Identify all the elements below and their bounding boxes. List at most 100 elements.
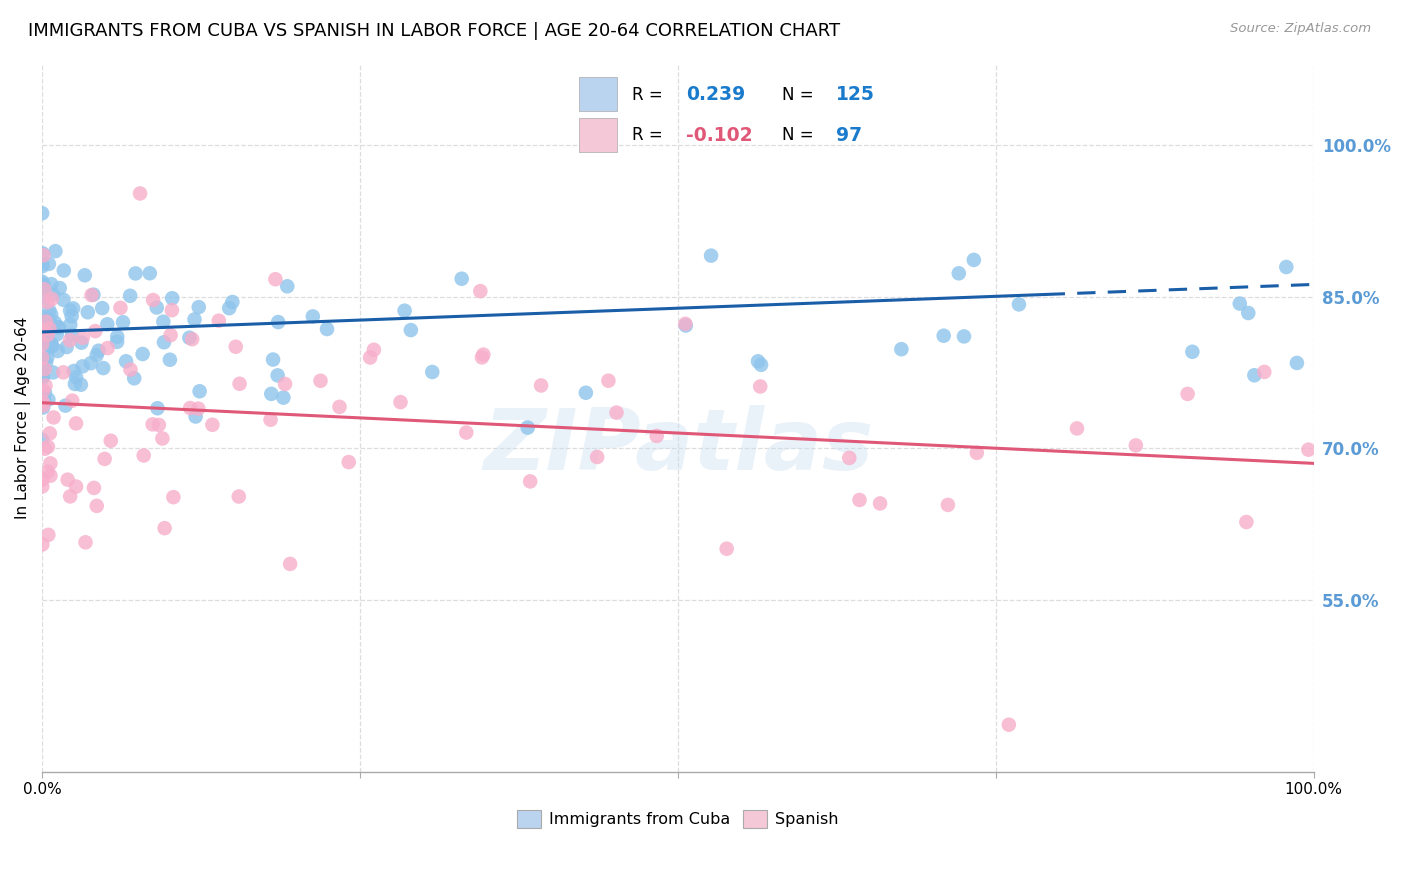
Point <box>60 327 83 342</box>
Point <box>87 343 110 358</box>
Point <box>100 434 122 448</box>
Point <box>139 266 162 280</box>
Point <box>586 450 609 464</box>
Point <box>160 291 183 305</box>
Point <box>31 323 53 337</box>
Point <box>179 401 201 415</box>
Point <box>267 315 290 329</box>
Point <box>645 429 668 443</box>
Point <box>516 420 538 434</box>
Point <box>75 535 97 549</box>
Point <box>83 481 105 495</box>
Point <box>450 271 472 285</box>
Point <box>153 521 176 535</box>
Point <box>56 473 79 487</box>
Point <box>91 301 114 315</box>
Point <box>276 279 298 293</box>
Point <box>80 288 103 302</box>
Point <box>31 276 53 290</box>
Point <box>179 331 201 345</box>
Point <box>38 303 60 318</box>
Point <box>32 279 55 293</box>
Point <box>38 257 60 271</box>
Point <box>31 310 53 325</box>
Point <box>142 293 165 307</box>
Point <box>673 317 696 331</box>
Point <box>34 378 56 392</box>
Point <box>37 465 59 479</box>
Point <box>309 374 332 388</box>
Point <box>201 417 224 432</box>
Point <box>181 332 204 346</box>
Point <box>55 399 77 413</box>
Point <box>530 378 553 392</box>
Point <box>31 331 53 345</box>
Point <box>328 400 350 414</box>
Point <box>59 318 82 332</box>
Point <box>598 374 620 388</box>
Point <box>159 328 181 343</box>
Point <box>31 537 53 551</box>
Point <box>129 186 152 201</box>
Point <box>31 394 53 409</box>
Point <box>363 343 385 357</box>
Point <box>31 472 53 486</box>
Point <box>34 385 56 400</box>
Point <box>62 301 84 316</box>
Point <box>32 392 55 406</box>
Point <box>34 442 56 456</box>
Point <box>302 310 325 324</box>
Point <box>749 379 772 393</box>
Point <box>131 347 153 361</box>
Point <box>162 490 184 504</box>
Point <box>41 340 63 354</box>
Point <box>41 319 63 334</box>
Point <box>38 426 60 441</box>
Point <box>605 406 627 420</box>
Point <box>1008 297 1031 311</box>
Point <box>749 358 772 372</box>
Point <box>37 333 59 347</box>
Text: ZIPatlas: ZIPatlas <box>482 405 873 488</box>
Point <box>948 266 970 280</box>
Point <box>39 308 62 322</box>
Point <box>52 263 75 277</box>
Y-axis label: In Labor Force | Age 20-64: In Labor Force | Age 20-64 <box>15 317 31 519</box>
Point <box>63 364 86 378</box>
Point <box>389 395 412 409</box>
Point <box>148 417 170 432</box>
Point <box>359 351 381 365</box>
Point <box>65 370 87 384</box>
Point <box>55 340 77 354</box>
Point <box>32 401 55 415</box>
Point <box>187 401 209 416</box>
Point <box>146 401 169 416</box>
Point <box>115 354 138 368</box>
Point <box>38 312 60 326</box>
Point <box>932 328 955 343</box>
Point <box>97 341 120 355</box>
Point <box>966 446 988 460</box>
Point <box>120 362 142 376</box>
Point <box>259 413 281 427</box>
Point <box>150 432 173 446</box>
Point <box>260 387 283 401</box>
Point <box>32 346 55 360</box>
Point <box>60 309 83 323</box>
Point <box>519 475 541 489</box>
Point <box>472 348 495 362</box>
Point <box>63 376 86 391</box>
Point <box>65 479 87 493</box>
Point <box>45 327 67 342</box>
Point <box>32 282 55 296</box>
Point <box>31 362 53 376</box>
Point <box>32 360 55 375</box>
Point <box>37 328 59 343</box>
Point <box>84 324 107 338</box>
Point <box>65 417 87 431</box>
Point <box>82 287 104 301</box>
Point <box>262 352 284 367</box>
Point <box>80 356 103 370</box>
Point <box>32 398 55 412</box>
Point <box>747 354 769 368</box>
